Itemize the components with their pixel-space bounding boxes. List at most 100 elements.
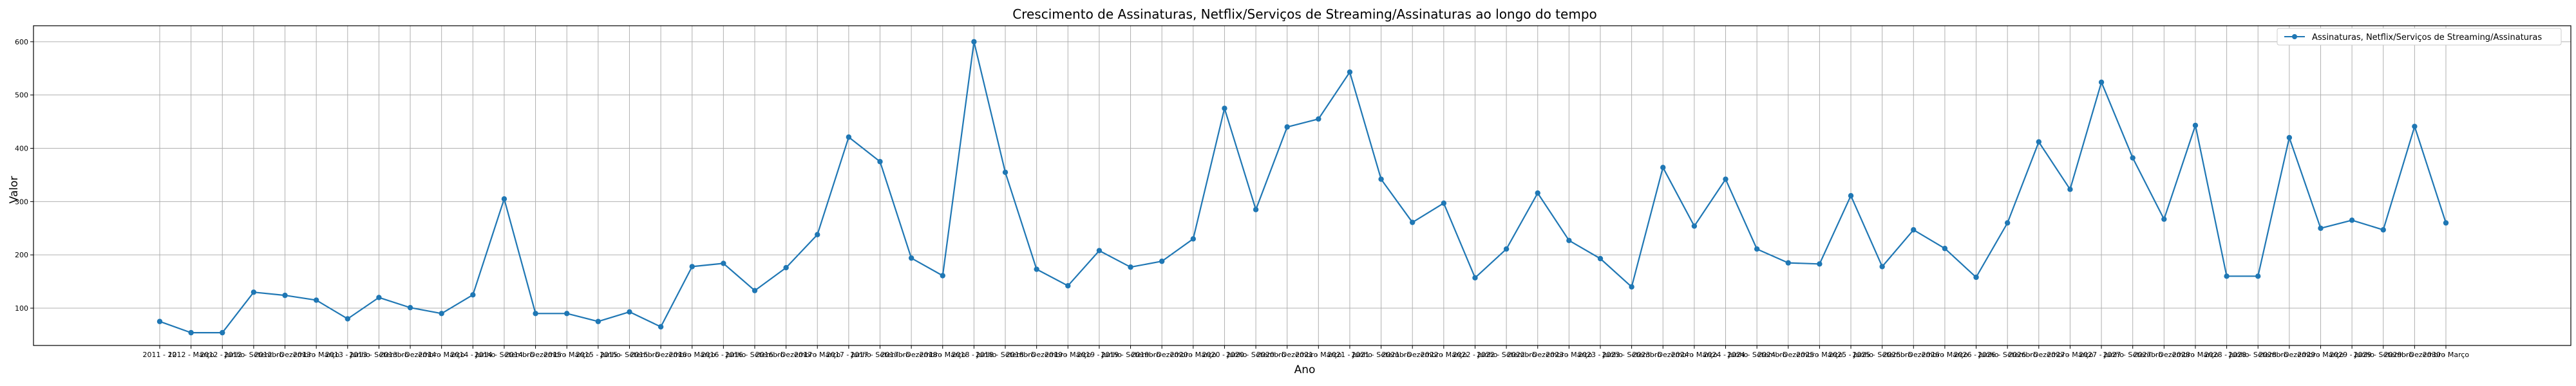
x-tick-label: 2025 - Setembro <box>1852 351 1912 359</box>
x-tick-label: 2017 - Setembro <box>850 351 910 359</box>
x-tick-label: 2013 - Setembro <box>349 351 409 359</box>
data-point <box>1316 116 1321 122</box>
data-point <box>282 292 288 299</box>
data-point <box>752 288 758 293</box>
x-tick-label: 2026 - Setembro <box>1978 351 2038 359</box>
x-tick-label: 2016 - Junho <box>701 351 746 359</box>
x-tick-label: 2022 - Março <box>1421 351 1468 359</box>
y-tick-label: 400 <box>15 145 28 153</box>
data-point <box>1973 274 1979 280</box>
x-tick-label: 2018 - Março <box>920 351 967 359</box>
data-point <box>940 273 945 279</box>
x-tick-label: 2017 - Dezembro <box>880 351 942 359</box>
x-tick-label: 2029 - Março <box>2297 351 2344 359</box>
data-point <box>1222 106 1227 111</box>
data-point <box>470 292 476 298</box>
data-point <box>2286 134 2293 141</box>
x-tick-label: 2029 - Setembro <box>2353 351 2413 359</box>
data-point <box>407 304 413 311</box>
x-tick-label: 2023 - Junho <box>1578 351 1623 359</box>
data-point <box>1535 190 1540 196</box>
grid <box>33 26 2571 345</box>
x-tick-label: 2028 - Junho <box>2204 351 2249 359</box>
x-tick-label: 2019 - Junho <box>1077 351 1122 359</box>
x-tick-label: 2028 - Setembro <box>2228 351 2288 359</box>
data-point <box>1848 193 1854 199</box>
x-tick-label: 2022 - Junho <box>1453 351 1498 359</box>
x-tick-label: 2021 - Março <box>1295 351 1342 359</box>
data-point <box>1629 284 1634 290</box>
data-point <box>721 261 726 266</box>
data-point <box>2192 122 2199 129</box>
plot-frame <box>33 25 2571 346</box>
x-tick-label: 2016 - Setembro <box>725 351 785 359</box>
data-point <box>1723 176 1728 182</box>
data-point <box>846 134 852 140</box>
y-axis-ticks: 100 200 300 400 500 600 <box>15 38 33 313</box>
x-tick-label: 2019 - Setembro <box>1101 351 1160 359</box>
data-point <box>1034 266 1039 272</box>
x-tick-label: 2026 - Dezembro <box>2008 351 2070 359</box>
data-point <box>1566 237 1572 244</box>
x-tick-label: 2023 - Dezembro <box>1633 351 1694 359</box>
x-tick-label: 2029 - Junho <box>2329 351 2374 359</box>
x-tick-label: 2015 - Dezembro <box>630 351 692 359</box>
data-point <box>533 311 538 317</box>
x-tick-label: 2025 - Dezembro <box>1883 351 1945 359</box>
data-point <box>313 297 319 303</box>
x-tick-label: 2012 - Setembro <box>224 351 284 359</box>
data-point <box>1410 219 1416 225</box>
data-point <box>1096 248 1103 253</box>
x-tick-label: 2028 - Março <box>2172 351 2219 359</box>
data-point <box>1691 223 1698 229</box>
data-point <box>1785 260 1791 266</box>
y-tick-label: 600 <box>15 38 28 46</box>
legend-label: Assinaturas, Netflix/Serviços de Streami… <box>2312 33 2542 42</box>
x-tick-label: 2022 - Setembro <box>1477 351 1537 359</box>
data-point <box>1472 275 1478 281</box>
data-point <box>1817 261 1823 267</box>
data-point <box>1065 283 1071 289</box>
y-tick-label: 300 <box>15 198 28 206</box>
x-tick-label: 2028 - Dezembro <box>2259 351 2320 359</box>
x-tick-label: 2016 - Dezembro <box>755 351 817 359</box>
x-tick-label: 2024 - Dezembro <box>1757 351 1819 359</box>
data-point <box>1284 124 1290 130</box>
legend-point-marker <box>2292 34 2297 39</box>
x-tick-label: 2026 - Junho <box>1954 351 1999 359</box>
data-point <box>156 318 163 324</box>
data-point <box>2036 139 2042 145</box>
data-point <box>2255 273 2261 279</box>
x-tick-label: 2015 - Março <box>544 351 591 359</box>
x-tick-label: 2027 - Junho <box>2079 351 2124 359</box>
x-tick-label: 2026 - Março <box>1922 351 1969 359</box>
data-point <box>595 318 601 324</box>
data-point <box>345 316 350 322</box>
data-point <box>1253 207 1259 212</box>
data-point <box>2443 220 2449 226</box>
legend-box <box>2277 28 2562 46</box>
x-tick-label: 2018 - Dezembro <box>1006 351 1068 359</box>
data-point <box>815 232 820 237</box>
x-tick-label: 2018 - Setembro <box>976 351 1036 359</box>
data-point <box>2349 217 2355 223</box>
data-point <box>627 309 632 315</box>
x-tick-label: 2025 - Março <box>1796 351 1843 359</box>
x-tick-label: 2027 - Setembro <box>2103 351 2163 359</box>
data-point <box>1128 264 1133 270</box>
x-tick-label: 2021 - Junho <box>1327 351 1372 359</box>
x-tick-label: 2017 - Março <box>794 351 841 359</box>
data-point <box>1597 255 1604 262</box>
x-tick-label: 2017 - Junho <box>826 351 871 359</box>
x-tick-label: 2025 - Junho <box>1828 351 1873 359</box>
y-tick-label: 100 <box>15 304 28 313</box>
series-layer <box>156 39 2449 336</box>
x-tick-label: 2024 - Setembro <box>1727 351 1787 359</box>
x-tick-label: 2014 - Setembro <box>475 351 535 359</box>
x-tick-label: 2014 - Março <box>419 351 466 359</box>
x-tick-label: 2027 - Dezembro <box>2134 351 2195 359</box>
x-tick-label: 2019 - Março <box>1045 351 1092 359</box>
x-tick-label: 2021 - Setembro <box>1351 351 1411 359</box>
data-point <box>971 39 977 45</box>
